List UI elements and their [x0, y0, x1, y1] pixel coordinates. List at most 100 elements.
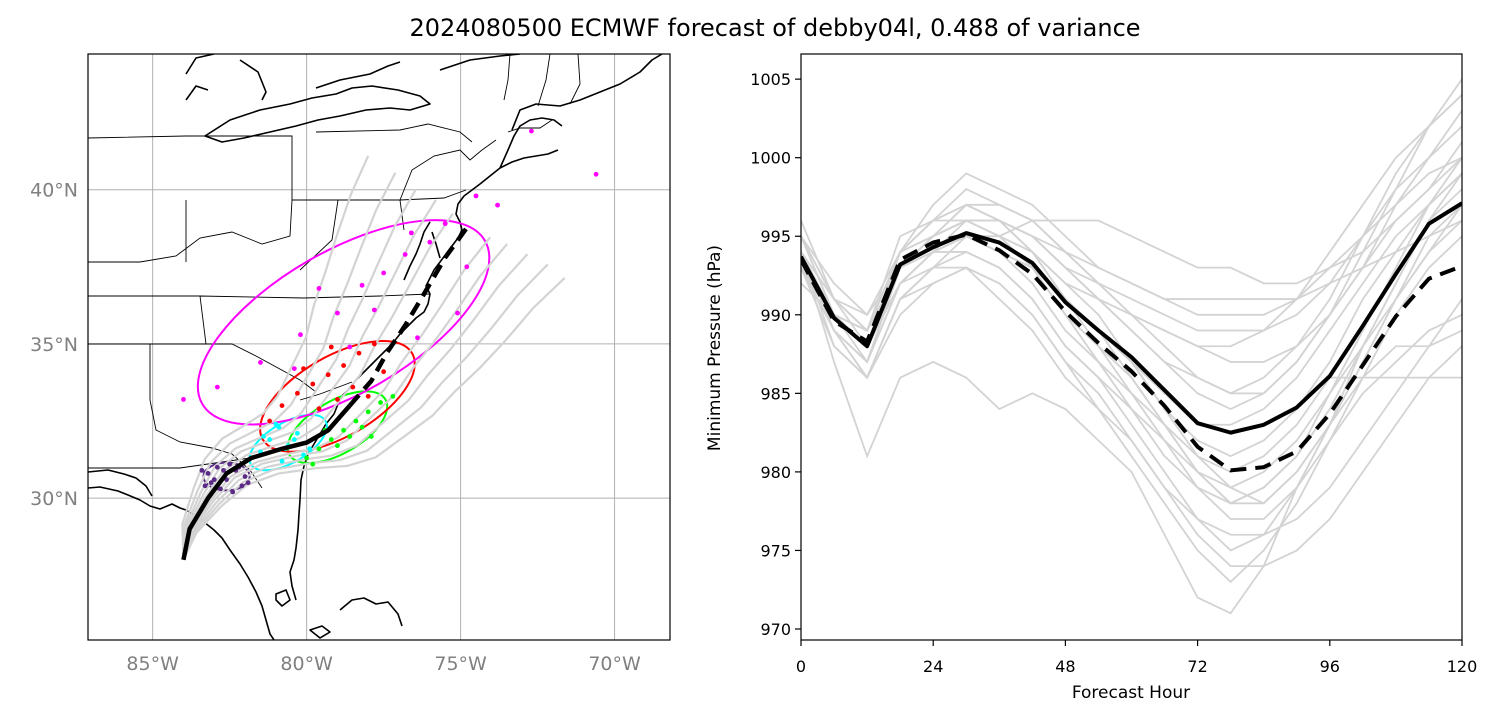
map-ensemble-track: [182, 199, 437, 560]
pressure-y-tick-label: 985: [760, 384, 791, 403]
pressure-y-tick-label: 1000: [750, 149, 791, 168]
map-ensemble-point: [359, 424, 365, 430]
map-ensemble-point: [202, 483, 208, 489]
map-ensemble-point: [381, 369, 387, 375]
map-ensemble-point: [371, 307, 377, 313]
map-ensemble-point: [298, 332, 303, 338]
pressure-member-line: [801, 94, 1462, 349]
map-lon-tick-label: 75°W: [434, 653, 487, 675]
map-ensemble-point: [218, 486, 223, 492]
map-ensemble-point: [208, 480, 214, 486]
map-ensemble-point: [335, 443, 340, 449]
map-ensemble-point: [301, 452, 306, 458]
map-state-borders: [88, 54, 581, 489]
pressure-y-tick-label: 1005: [750, 70, 791, 89]
pressure-member-line: [801, 141, 1462, 316]
map-ensemble-point: [273, 421, 279, 427]
map-ensemble-point: [316, 286, 322, 291]
pressure-member-line: [801, 204, 1462, 505]
map-ensemble-point: [304, 455, 310, 461]
map-ensemble-point: [310, 381, 316, 387]
map-ensemble-point: [347, 434, 353, 439]
map-ensemble-point: [181, 397, 186, 402]
map-ensemble-track: [182, 212, 454, 560]
great-lakes: [185, 54, 521, 143]
map-probability-ellipse: [196, 219, 491, 426]
map-ensemble-point: [442, 221, 448, 227]
state-borders-path: [88, 54, 581, 489]
map-ensemble-point: [291, 366, 297, 371]
map-tick-labels: 85°W 80°W 75°W 70°W 30°N 35°N 40°N: [30, 180, 641, 675]
pressure-y-tick-label: 970: [760, 620, 791, 639]
pressure-y-axis-label: Minimum Pressure (hPa): [705, 245, 725, 451]
map-ensemble-point: [245, 480, 251, 486]
map-ensemble-point: [316, 406, 322, 412]
map-ensemble-track: [181, 155, 370, 560]
map-ensemble-point: [402, 252, 408, 257]
map-ensemble-point: [291, 437, 297, 442]
new-england-coast: [499, 54, 663, 169]
pressure-x-tick-label: 120: [1447, 657, 1478, 676]
pressure-y-tick-label: 990: [760, 306, 791, 325]
map-background: [88, 54, 670, 640]
map-ensemble-point: [294, 430, 300, 436]
pressure-member-line: [801, 125, 1462, 333]
map-mean-track-solid: [181, 404, 352, 561]
map-ensemble-point: [276, 424, 282, 430]
map-ensemble-point: [230, 489, 236, 495]
map-lat-tick-label: 30°N: [30, 488, 78, 510]
map-coastlines: [88, 54, 663, 640]
map-ensemble-track: [182, 243, 508, 561]
pressure-member-line: [801, 204, 1462, 505]
map-ensemble-point: [325, 372, 331, 378]
map-ensemble-point: [350, 384, 356, 390]
pressure-main-lines: [801, 201, 1462, 473]
map-ensemble-point: [353, 418, 359, 424]
pressure-x-tick-label: 72: [1187, 657, 1207, 676]
map-ensemble-point: [381, 270, 387, 276]
map-ensemble-track: [182, 277, 566, 561]
map-ensemble-point: [227, 461, 233, 467]
pressure-ticks: 0 24 48 72 96 120 970 975 980 985 990 995 1000 1005: [750, 70, 1477, 676]
pressure-member-line: [801, 157, 1462, 505]
pressure-member-line: [801, 235, 1462, 473]
map-ensemble-point: [415, 335, 420, 341]
map-ensemble-point: [258, 360, 263, 365]
bahamas: [275, 589, 403, 639]
map-ensemble-point: [341, 363, 346, 368]
map-ensemble-point: [214, 384, 220, 390]
map-ensemble-point: [267, 418, 273, 424]
map-ensemble-point: [279, 403, 285, 408]
map-ensemble-point: [356, 350, 362, 356]
pressure-x-axis-label: Forecast Hour: [1072, 683, 1190, 703]
map-mean-track-dashed: [348, 222, 472, 408]
map-ensemble-point: [593, 171, 599, 177]
pressure-dashed-line: [801, 232, 1462, 473]
map-ensemble-point: [341, 427, 346, 433]
map-ensemble-point: [328, 344, 334, 350]
map-ensemble-point: [335, 397, 340, 402]
map-lat-tick-label: 40°N: [30, 180, 78, 202]
map-ensemble-point: [464, 264, 470, 270]
map-ensemble-point: [365, 393, 371, 399]
map-ensemble-point: [455, 310, 460, 316]
map-lon-tick-label: 70°W: [588, 653, 641, 675]
pressure-x-tick-label: 0: [796, 657, 806, 676]
pressure-member-line: [801, 219, 1462, 489]
map-ensemble-point: [310, 461, 316, 467]
map-mean-track: [181, 222, 472, 561]
map-ensemble-point: [473, 193, 479, 199]
map-ensemble-track: [182, 253, 529, 561]
pressure-x-tick-label: 96: [1320, 657, 1340, 676]
map-ensemble-track: [182, 236, 492, 561]
pressure-member-line: [801, 94, 1462, 395]
map-probability-ellipse: [286, 390, 389, 465]
map-ensemble-point: [294, 390, 300, 396]
map-ensemble-point: [495, 202, 500, 208]
map-ensemble-point: [378, 400, 383, 405]
pressure-y-tick-label: 980: [760, 463, 791, 482]
map-frame: [87, 53, 671, 641]
pressure-y-tick-label: 975: [760, 541, 791, 560]
map-lon-tick-label: 80°W: [280, 653, 333, 675]
